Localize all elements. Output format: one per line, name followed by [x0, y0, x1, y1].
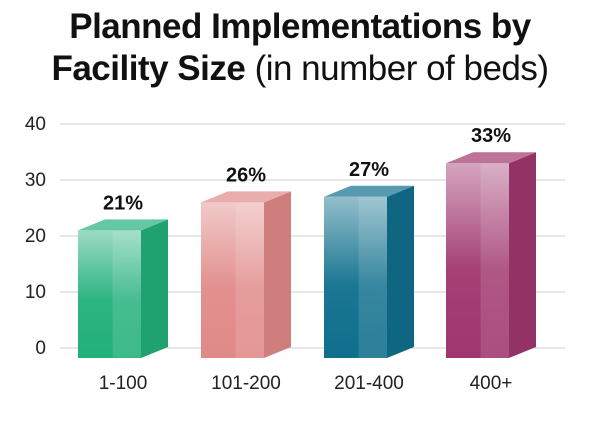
x-tick-label: 400+ [470, 373, 513, 394]
bar [78, 219, 168, 358]
x-tick-label: 101-200 [211, 373, 281, 394]
chart-title: Planned Implementations by Facility Size… [0, 6, 600, 90]
data-label: 27% [349, 159, 389, 181]
y-tick-label: 10 [25, 282, 46, 303]
chart-title-line1: Planned Implementations by [69, 7, 531, 46]
bar [201, 191, 291, 358]
y-tick-label: 30 [25, 170, 46, 191]
data-label: 26% [226, 164, 266, 186]
y-tick-label: 0 [35, 338, 46, 359]
chart-title-bold: Facility Size [51, 49, 246, 88]
bar [446, 152, 536, 358]
chart-title-light: (in number of beds) [254, 49, 549, 88]
bars [78, 152, 536, 358]
x-tick-label: 1-100 [99, 373, 148, 394]
x-axis: 1-100 101-200 201-400 400+ [99, 373, 513, 394]
y-tick-label: 40 [25, 114, 46, 135]
y-axis: 0 10 20 30 40 [25, 114, 46, 359]
bar [324, 185, 414, 358]
data-label: 33% [471, 125, 511, 147]
chart-title-line2: Facility Size (in number of beds) [0, 48, 600, 90]
y-tick-label: 20 [25, 226, 46, 247]
data-label: 21% [103, 192, 143, 214]
x-tick-label: 201-400 [334, 373, 404, 394]
data-labels: 21% 26% 27% 33% [103, 125, 511, 214]
